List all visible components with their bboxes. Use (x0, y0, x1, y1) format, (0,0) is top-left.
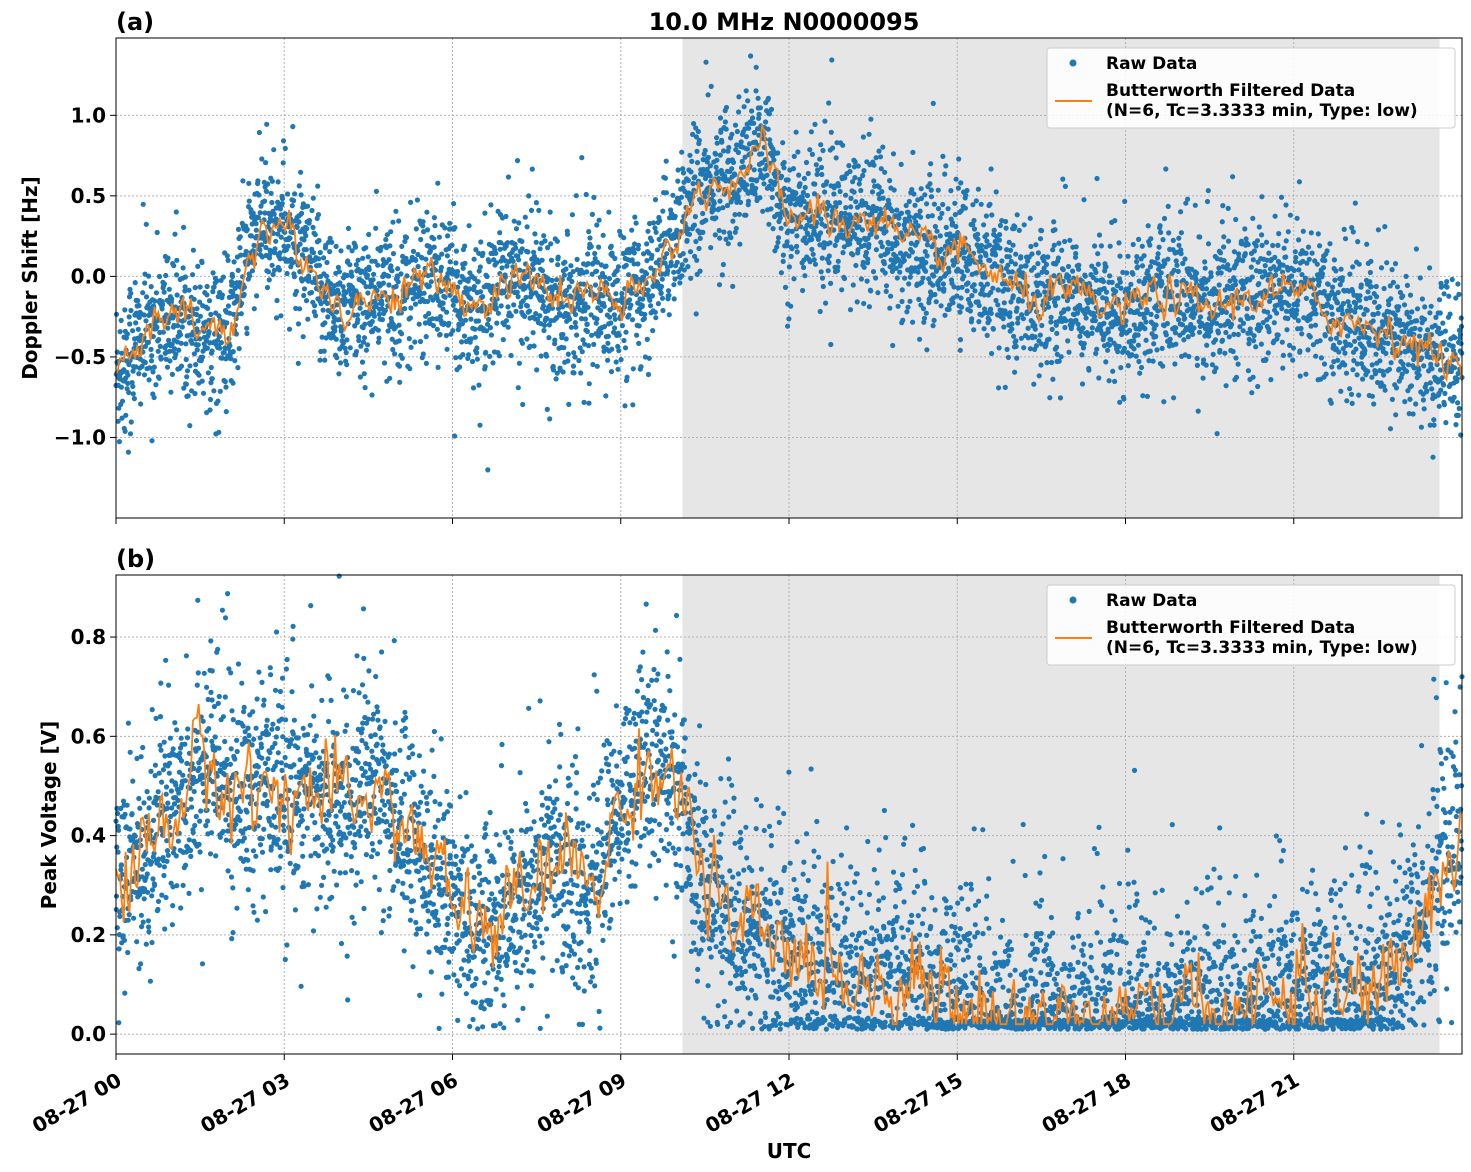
x-tick-label: 08-27 15 (869, 1068, 967, 1138)
legend-box (1046, 47, 1456, 129)
panel-a-raw-points (113, 53, 1465, 473)
legend-box (1046, 584, 1456, 666)
x-tick-label: 08-27 03 (196, 1068, 294, 1138)
panel-a-x-ticks (115, 518, 1295, 524)
panel-a-y-ticks: 1.0 0.5 0.0 −0.5 −1.0 (54, 103, 116, 449)
y-tick-label: −1.0 (54, 425, 106, 449)
panel-a-legend: Raw Data Butterworth Filtered Data (N=6,… (1046, 47, 1456, 129)
panel-b-raw-points (113, 573, 1465, 1032)
y-tick-label: 0.0 (71, 264, 106, 288)
y-tick-label: 1.0 (71, 103, 106, 127)
x-tick-label: 08-27 21 (1206, 1068, 1304, 1138)
legend-filtered-params: (N=6, Tc=3.3333 min, Type: low) (1106, 638, 1418, 658)
y-tick-label: 0.6 (71, 724, 106, 748)
y-tick-label: 0.4 (71, 824, 106, 848)
x-tick-label: 08-27 00 (28, 1068, 126, 1138)
panel-a-grid (115, 38, 1462, 518)
panel-b-legend: Raw Data Butterworth Filtered Data (N=6,… (1046, 584, 1456, 666)
panel-b-filtered-line (115, 703, 1463, 1028)
panel-b-x-ticks (115, 1054, 1295, 1060)
panel-a-tag: (a) (116, 8, 154, 36)
panel-b: 0.8 0.6 0.4 0.2 0.0 (b) Peak Voltage [V] Raw… (37, 545, 1465, 1060)
x-tick-labels: 08-27 00 08-27 03 08-27 06 08-27 09 08-27 12… (28, 1068, 1303, 1138)
legend-raw-label: Raw Data (1106, 54, 1197, 74)
y-tick-label: 0.5 (71, 184, 106, 208)
legend-filtered-label: Butterworth Filtered Data (1106, 81, 1355, 101)
y-tick-label: −0.5 (54, 345, 106, 369)
legend-raw-marker (1069, 596, 1077, 604)
panel-b-tag: (b) (116, 545, 155, 573)
x-tick-label: 08-27 12 (701, 1068, 799, 1138)
panel-a-filtered-line (115, 122, 1463, 383)
legend-raw-label: Raw Data (1106, 591, 1197, 611)
x-tick-label: 08-27 06 (364, 1068, 462, 1138)
panel-b-ylabel: Peak Voltage [V] (37, 721, 61, 910)
x-tick-label: 08-27 09 (533, 1068, 631, 1138)
y-tick-label: 0.0 (71, 1022, 106, 1046)
x-axis-label: UTC (767, 1139, 812, 1163)
panel-a-ylabel: Doppler Shift [Hz] (18, 176, 42, 380)
x-tick-label: 08-27 18 (1037, 1068, 1135, 1138)
panel-b-y-ticks: 0.8 0.6 0.4 0.2 0.0 (71, 625, 116, 1046)
raw-data-points (113, 573, 1465, 1032)
raw-data-points (113, 53, 1465, 473)
legend-raw-marker (1069, 59, 1077, 67)
legend-filtered-params: (N=6, Tc=3.3333 min, Type: low) (1106, 101, 1418, 121)
legend-filtered-label: Butterworth Filtered Data (1106, 618, 1355, 638)
y-tick-label: 0.8 (71, 625, 106, 649)
y-tick-label: 0.2 (71, 923, 106, 947)
chart-title: 10.0 MHz N0000095 (649, 8, 920, 36)
panel-a: 1.0 0.5 0.0 −0.5 −1.0 (a) Doppler Shift [Hz]… (18, 8, 1465, 524)
